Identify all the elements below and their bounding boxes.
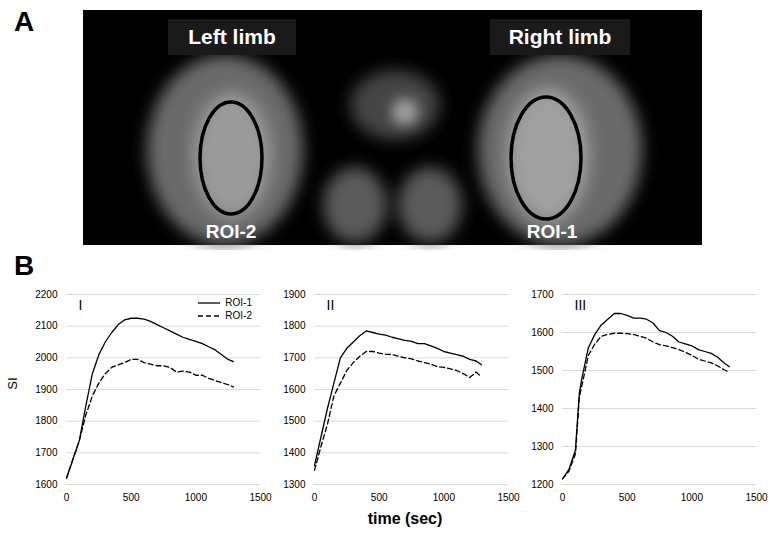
svg-text:1000: 1000 bbox=[185, 492, 208, 503]
svg-text:1500: 1500 bbox=[745, 492, 768, 503]
svg-text:1800: 1800 bbox=[283, 320, 306, 331]
svg-text:1800: 1800 bbox=[35, 415, 58, 426]
html-text:B: B bbox=[14, 250, 35, 281]
svg-text:2100: 2100 bbox=[35, 320, 58, 331]
svg-text:1500: 1500 bbox=[283, 415, 306, 426]
svg-text:1600: 1600 bbox=[35, 479, 58, 490]
svg-text:II: II bbox=[327, 297, 335, 313]
svg-text:1600: 1600 bbox=[531, 327, 554, 338]
svg-text:500: 500 bbox=[619, 492, 636, 503]
svg-text:0: 0 bbox=[64, 492, 70, 503]
svg-text:III: III bbox=[575, 297, 587, 313]
svg-text:1700: 1700 bbox=[531, 289, 554, 300]
svg-text:ROI-1: ROI-1 bbox=[527, 221, 578, 242]
html-text:ROI-1: ROI-1 bbox=[225, 297, 252, 308]
svg-text:1300: 1300 bbox=[283, 479, 306, 490]
html-text:time (sec): time (sec) bbox=[367, 510, 443, 527]
svg-text:1200: 1200 bbox=[531, 479, 554, 490]
svg-text:0: 0 bbox=[560, 492, 566, 503]
html-text:SI: SI bbox=[4, 377, 20, 390]
svg-text:Left limb: Left limb bbox=[188, 25, 276, 48]
svg-text:2000: 2000 bbox=[35, 352, 58, 363]
svg-text:1500: 1500 bbox=[531, 365, 554, 376]
svg-text:ROI-2: ROI-2 bbox=[206, 221, 257, 242]
svg-text:Right limb: Right limb bbox=[509, 25, 612, 48]
svg-text:1400: 1400 bbox=[531, 403, 554, 414]
svg-text:0: 0 bbox=[312, 492, 318, 503]
svg-text:1700: 1700 bbox=[283, 352, 306, 363]
svg-text:1500: 1500 bbox=[497, 492, 520, 503]
svg-text:500: 500 bbox=[371, 492, 388, 503]
html-text:ROI-2: ROI-2 bbox=[225, 310, 252, 321]
svg-text:500: 500 bbox=[123, 492, 140, 503]
svg-text:2200: 2200 bbox=[35, 289, 58, 300]
svg-text:1000: 1000 bbox=[433, 492, 456, 503]
svg-text:1900: 1900 bbox=[35, 384, 58, 395]
svg-text:1600: 1600 bbox=[283, 384, 306, 395]
svg-text:I: I bbox=[79, 297, 83, 313]
svg-text:1300: 1300 bbox=[531, 441, 554, 452]
svg-text:1700: 1700 bbox=[35, 447, 58, 458]
svg-text:1900: 1900 bbox=[283, 289, 306, 300]
svg-text:1000: 1000 bbox=[681, 492, 704, 503]
svg-text:1500: 1500 bbox=[249, 492, 272, 503]
html-text:A: A bbox=[14, 6, 35, 37]
svg-text:1400: 1400 bbox=[283, 447, 306, 458]
